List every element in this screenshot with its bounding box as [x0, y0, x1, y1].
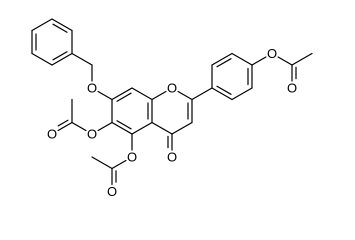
- molecule-diagram: O O O O O O O O O: [31, 18, 313, 199]
- bond: [211, 87, 233, 101]
- bond: [231, 87, 253, 101]
- atom-label: O: [107, 184, 117, 199]
- bond: [111, 87, 133, 101]
- bond: [191, 87, 213, 101]
- atom-label: O: [287, 81, 297, 96]
- bond: [71, 52, 93, 66]
- bond: [31, 52, 53, 66]
- bond: [151, 121, 173, 135]
- bond: [51, 52, 73, 66]
- atom-label: O: [167, 150, 177, 165]
- bond: [111, 121, 133, 135]
- atom-label: O: [167, 81, 177, 96]
- bond: [231, 52, 253, 66]
- atom-label: O: [267, 46, 277, 61]
- atom-label: O: [87, 127, 97, 142]
- bond: [251, 56, 267, 66]
- bond: [91, 156, 113, 170]
- bond: [151, 90, 167, 101]
- double-bond: [216, 58, 232, 68]
- atom-label: O: [127, 150, 137, 165]
- bond: [171, 121, 193, 135]
- double-bond: [216, 85, 232, 95]
- bond: [177, 90, 193, 101]
- double-bond: [52, 51, 68, 61]
- double-bond: [57, 119, 69, 127]
- bond: [211, 52, 233, 66]
- double-bond: [116, 92, 132, 102]
- bond: [71, 121, 87, 132]
- bond: [97, 121, 113, 132]
- double-bond: [116, 120, 132, 130]
- bond: [131, 87, 153, 101]
- bond: [111, 159, 127, 170]
- bond: [31, 18, 53, 32]
- bond: [291, 52, 313, 66]
- atom-label: O: [47, 127, 57, 142]
- bond: [277, 56, 293, 66]
- bond: [57, 121, 73, 132]
- bond: [97, 90, 113, 101]
- double-bond: [52, 23, 68, 33]
- bond: [51, 18, 73, 32]
- bond: [131, 121, 153, 135]
- atom-label: O: [87, 81, 97, 96]
